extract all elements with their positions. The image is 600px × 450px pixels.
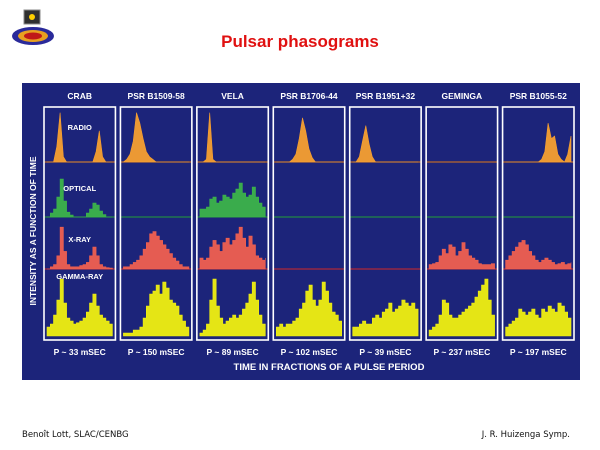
- period-label: P ~ 33 mSEC: [54, 347, 106, 357]
- period-label: P ~ 237 mSEC: [433, 347, 490, 357]
- pulsar-name: GEMINGA: [442, 91, 483, 101]
- series-vela-optical: [199, 182, 266, 218]
- footer-event: J. R. Huizenga Symp.: [481, 430, 570, 440]
- panel-psr-b1509-58: PSR B1509-58 P ~ 150 mSEC: [119, 91, 193, 357]
- series-psr-b1509-58-gamma-ray: [123, 281, 190, 337]
- panel-psr-b1951-32: PSR B1951+32 P ~ 39 mSEC: [348, 91, 422, 357]
- series-crab-gamma-ray: [46, 278, 113, 337]
- pulsar-name: PSR B1055-52: [510, 91, 567, 101]
- period-label: P ~ 39 mSEC: [359, 347, 411, 357]
- series-psr-b1509-58-radio: [122, 112, 189, 163]
- period-label: P ~ 89 mSEC: [207, 347, 259, 357]
- panel-border: [348, 106, 422, 341]
- panel-background: [44, 107, 116, 340]
- series-psr-b1055-52-x-ray: [505, 240, 572, 270]
- panel-psr-b1706-44: PSR B1706-44 P ~ 102 mSEC: [272, 91, 346, 357]
- pulsar-name: PSR B1706-44: [280, 91, 337, 101]
- series-vela-x-ray: [199, 226, 266, 270]
- series-geminga-x-ray: [428, 242, 495, 270]
- pulsar-name: CRAB: [67, 91, 92, 101]
- band-label-radio: RADIO: [68, 123, 92, 132]
- period-label: P ~ 102 mSEC: [281, 347, 338, 357]
- panel-border: [425, 106, 499, 341]
- series-psr-b1706-44-radio: [276, 117, 342, 163]
- panel-vela: VELA P ~ 89 mSEC: [196, 91, 270, 357]
- panel-border: [272, 106, 346, 341]
- panel-background: [349, 107, 422, 340]
- slide-title: Pulsar phasograms: [221, 32, 379, 51]
- panel-crab: CRAB P ~ 33 mSEC RADIO OPTICAL X-RAY GAMMA-RA…: [43, 91, 117, 357]
- series-vela-gamma-ray: [199, 278, 266, 337]
- panel-border: [196, 106, 270, 341]
- band-label-gamma-ray: GAMMA-RAY: [56, 272, 103, 281]
- y-axis-label: INTENSITY AS A FUNCTION OF TIME: [28, 156, 38, 305]
- pulsar-panels: CRAB P ~ 33 mSEC RADIO OPTICAL X-RAY GAMMA-RA…: [43, 91, 575, 357]
- series-psr-b1055-52-gamma-ray: [505, 302, 572, 337]
- series-psr-b1706-44-gamma-ray: [276, 281, 342, 337]
- series-geminga-gamma-ray: [428, 278, 495, 337]
- panel-border: [501, 106, 575, 341]
- panel-border: [43, 106, 117, 341]
- pulsar-name: PSR B1509-58: [128, 91, 185, 101]
- series-crab-radio: [47, 112, 113, 163]
- period-label: P ~ 197 mSEC: [510, 347, 567, 357]
- panel-border: [119, 106, 193, 341]
- conference-logo: [12, 9, 54, 45]
- band-label-optical: OPTICAL: [63, 184, 96, 193]
- panel-psr-b1055-52: PSR B1055-52 P ~ 197 mSEC: [501, 91, 575, 357]
- series-crab-optical: [47, 178, 113, 218]
- series-psr-b1509-58-x-ray: [123, 231, 190, 270]
- band-label-x-ray: X-RAY: [68, 235, 91, 244]
- panel-background: [502, 107, 574, 340]
- series-psr-b1055-52-radio: [505, 122, 572, 163]
- period-label: P ~ 150 mSEC: [128, 347, 185, 357]
- footer-author: Benoît Lott, SLAC/CENBG: [22, 430, 129, 440]
- series-psr-b1951-32-gamma-ray: [352, 299, 419, 337]
- series-vela-radio: [199, 112, 266, 163]
- x-axis-label: TIME IN FRACTIONS OF A PULSE PERIOD: [234, 362, 425, 373]
- pulsar-name: PSR B1951+32: [356, 91, 416, 101]
- series-psr-b1951-32-radio: [352, 125, 419, 163]
- pulsar-phasogram-chart: INTENSITY AS A FUNCTION OF TIME TIME IN …: [22, 83, 580, 380]
- pulsar-name: VELA: [221, 91, 244, 101]
- series-crab-x-ray: [47, 226, 113, 270]
- panel-geminga: GEMINGA P ~ 237 mSEC: [425, 91, 499, 357]
